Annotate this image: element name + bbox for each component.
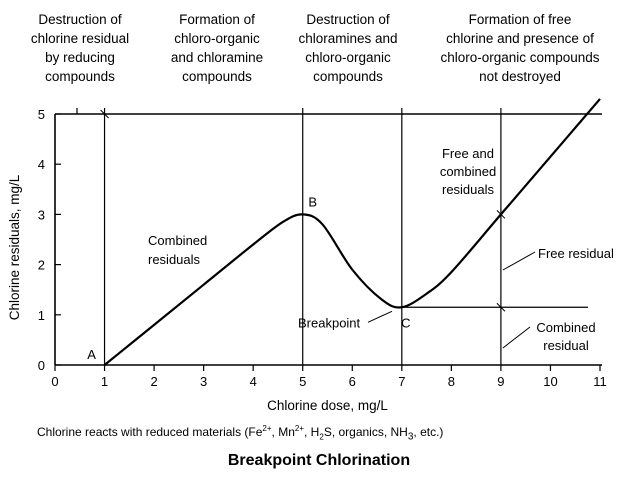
- point-label-C: C: [401, 315, 410, 330]
- y-tick-label-0: 0: [38, 358, 45, 373]
- caption-subscript-nh3: 3: [407, 431, 414, 443]
- caption-subscript-h2: 2: [319, 432, 324, 442]
- x-tick-label-7: 7: [398, 374, 405, 389]
- cross-mark-1: [496, 302, 506, 312]
- combined-residual-label-line-1: Combined: [536, 320, 595, 335]
- x-tick-label-6: 6: [349, 374, 356, 389]
- zone-header-3-line-1: Destruction of: [306, 12, 390, 27]
- combined-residuals-label-line-2: residuals: [148, 252, 201, 267]
- x-tick-label-1: 1: [101, 374, 108, 389]
- x-tick-label-8: 8: [448, 374, 455, 389]
- point-label-B: B: [308, 194, 317, 209]
- free-and-combined-label-line-2: combined: [440, 164, 496, 179]
- combined-residuals-label-line-1: Combined: [148, 233, 207, 248]
- y-tick-label-5: 5: [38, 107, 45, 122]
- zone-header-4-line-4: not destroyed: [479, 69, 561, 84]
- caption-superscript-fe: 2+: [262, 424, 272, 433]
- zone-header-4-line-3: chloro-organic compounds: [440, 50, 599, 65]
- x-tick-label-9: 9: [497, 374, 504, 389]
- breakpoint-label: Breakpoint: [298, 315, 361, 330]
- x-tick-label-11: 11: [593, 374, 607, 389]
- zone-header-1-line-2: chlorine residual: [31, 31, 129, 46]
- x-tick-label-2: 2: [150, 374, 157, 389]
- zone-header-1-line-4: compounds: [45, 69, 115, 84]
- x-tick-label-3: 3: [200, 374, 207, 389]
- free-residual-label: Free residual: [538, 246, 614, 261]
- point-label-A: A: [87, 347, 96, 362]
- x-tick-label-0: 0: [51, 374, 58, 389]
- chlorine-residual-curve: [103, 98, 601, 366]
- combined-residual-pointer: [502, 326, 531, 349]
- free-residual-pointer: [502, 251, 536, 271]
- zone-header-1-line-3: by reducing: [45, 50, 115, 65]
- x-axis-label: Chlorine dose, mg/L: [267, 398, 388, 413]
- y-tick-label-3: 3: [38, 207, 45, 222]
- breakpoint-pointer: [367, 310, 393, 323]
- caption-text-organics: S, organics, NH: [323, 425, 408, 439]
- zone-header-3-line-3: chloro-organic: [305, 50, 391, 65]
- y-axis-label: Chlorine residuals, mg/L: [7, 174, 22, 320]
- zone-header-3-line-2: chloramines and: [298, 31, 397, 46]
- zone-header-2-line-4: compounds: [182, 69, 252, 84]
- breakpoint-chart: Destruction of chlorine residual by reduci…: [7, 12, 614, 413]
- x-tick-label-5: 5: [299, 374, 306, 389]
- caption-superscript-mn: 2+: [294, 424, 305, 433]
- zone-header-2-line-2: chloro-organic: [174, 31, 260, 46]
- caption-text-h: , H: [304, 425, 320, 439]
- chlorine-reaction-caption: Chlorine reacts with reduced materials (…: [37, 424, 443, 442]
- combined-residual-label-line-2: residual: [543, 338, 589, 353]
- caption-text-mn: , Mn: [271, 425, 295, 439]
- zone-header-2-line-1: Formation of: [179, 12, 255, 27]
- y-tick-label-2: 2: [38, 258, 45, 273]
- zone-header-3-line-4: compounds: [313, 69, 383, 84]
- y-tick-label-4: 4: [38, 157, 45, 172]
- caption-text-before: Chlorine reacts with reduced materials (…: [37, 425, 263, 439]
- caption-text-after: , etc.): [413, 425, 444, 439]
- x-tick-label-4: 4: [250, 374, 257, 389]
- zone-header-1-line-1: Destruction of: [38, 12, 122, 27]
- zone-header-4-line-1: Formation of free: [469, 12, 572, 27]
- zone-header-4-line-2: chlorine and presence of: [446, 31, 594, 46]
- free-and-combined-label-line-3: residuals: [442, 182, 495, 197]
- free-and-combined-label-line-1: Free and: [442, 146, 494, 161]
- x-tick-label-10: 10: [543, 374, 557, 389]
- page-title: Breakpoint Chlorination: [227, 452, 411, 469]
- y-tick-label-1: 1: [38, 308, 45, 323]
- cross-mark-0: [496, 210, 506, 219]
- zone-header-2-line-3: and chloramine: [171, 50, 263, 65]
- cross-mark-2: [100, 109, 109, 119]
